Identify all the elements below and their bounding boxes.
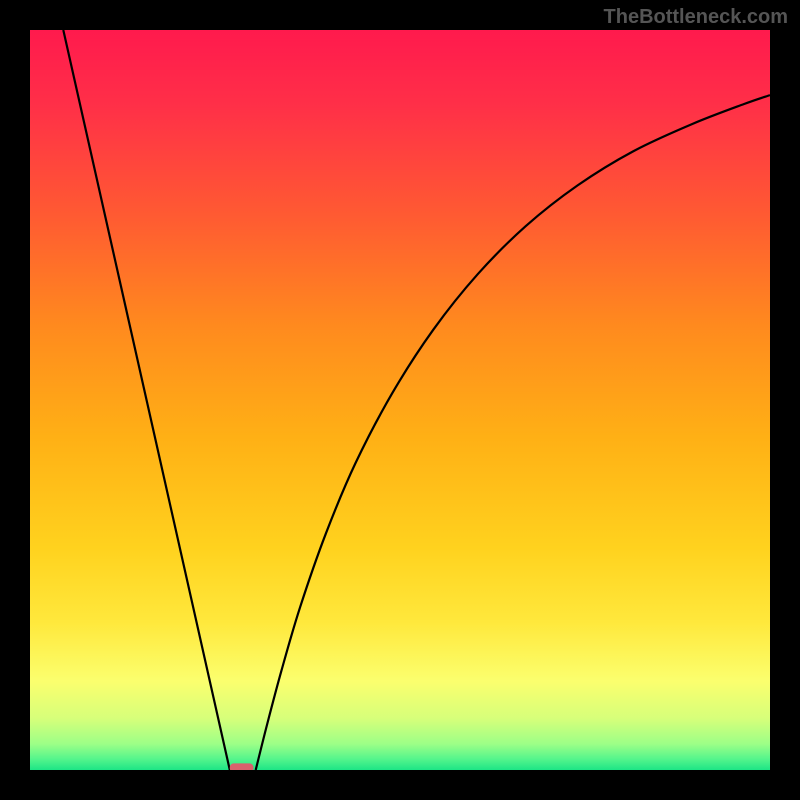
bottleneck-chart: TheBottleneck.com: [0, 0, 800, 800]
watermark-text: TheBottleneck.com: [604, 6, 788, 29]
chart-svg: [0, 0, 800, 800]
plot-background: [30, 30, 770, 770]
